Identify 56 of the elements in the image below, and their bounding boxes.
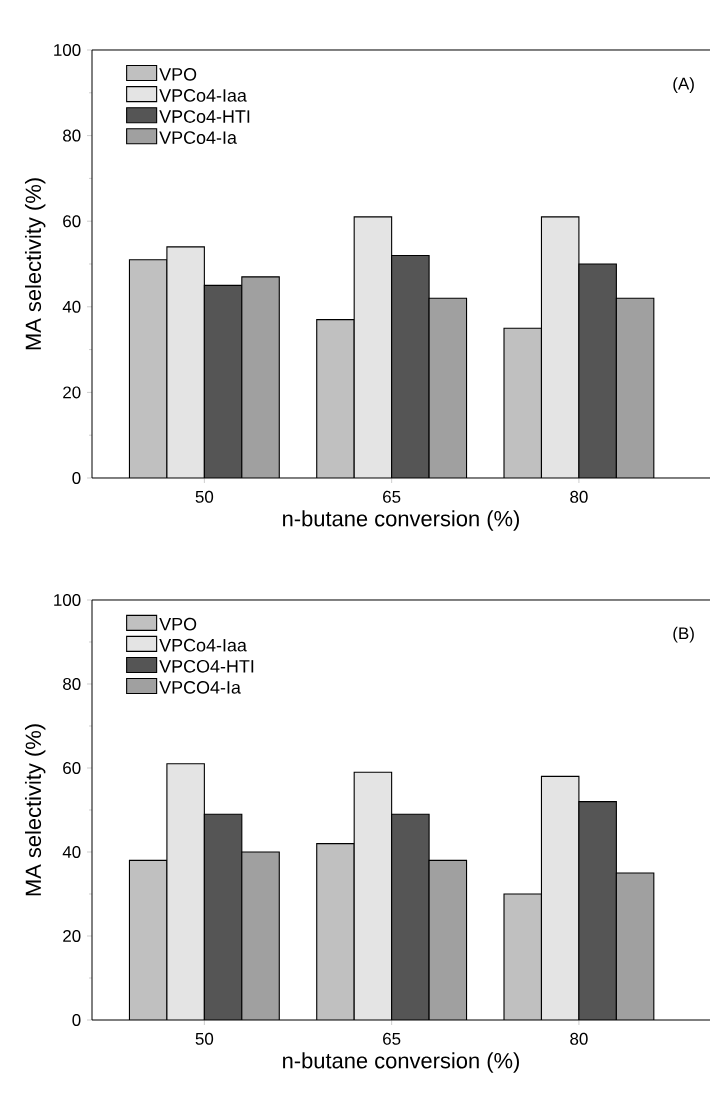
annotation: (B) [673,626,694,643]
x-tick-label: 65 [383,1032,401,1045]
y-tick-label: 20 [63,930,81,942]
bar [241,276,280,478]
bar [540,775,580,1020]
bar [615,872,655,1020]
x-axis-title: n-butane conversion (%) [283,510,519,531]
bar [354,772,392,1020]
annotation: (A) [673,77,694,94]
y-tick-label: 100 [54,43,81,56]
bar [391,814,430,1020]
y-tick-label: 20 [63,386,81,399]
x-axis-title: n-butane conversion (%) [283,1052,519,1073]
bar [429,298,467,478]
bar [204,285,242,478]
bar [241,852,280,1020]
legend-label: VPCO4-HTI [159,659,254,673]
y-tick-label: 0 [72,1014,81,1026]
x-tick-label: 65 [383,490,401,503]
y-tick-label: 40 [62,846,81,858]
bar [615,297,655,478]
x-tick-label: 50 [195,1032,214,1045]
bar [391,255,430,478]
bar [578,801,617,1020]
bar [204,814,242,1020]
y-tick-label: 60 [63,215,81,228]
x-tick-label: 80 [570,1032,588,1045]
bar [316,843,355,1020]
bar [166,763,205,1020]
y-tick-label: 100 [54,594,81,606]
bar [354,216,392,478]
legend-label: VPCo4-Iaa [159,89,247,102]
y-axis-title: MA selectivity (%) [24,724,46,896]
bar [429,860,467,1020]
y-tick-label: 0 [72,471,81,484]
y-axis-title: MA selectivity (%) [24,178,46,350]
legend-label: VPCo4-Iaa [159,638,247,652]
legend-label: VPO [159,68,197,81]
legend-label: VPCo4-HTI [159,110,250,123]
y-tick-label: 60 [63,762,81,774]
legend-label: VPCO4-Ia [159,681,241,694]
bar [503,327,543,478]
y-tick-label: 80 [63,678,81,690]
y-tick-label: 80 [63,129,81,142]
bar [166,246,205,478]
x-tick-label: 50 [195,490,214,503]
x-tick-label: 80 [570,490,588,503]
legend-label: VPCo4-Ia [159,131,237,144]
bar [129,860,167,1020]
bar [540,216,580,478]
bar [316,319,355,478]
y-tick-label: 40 [62,300,81,313]
bar [578,263,617,478]
bar [503,893,543,1020]
bar [129,259,167,478]
legend-label: VPO [159,617,197,631]
